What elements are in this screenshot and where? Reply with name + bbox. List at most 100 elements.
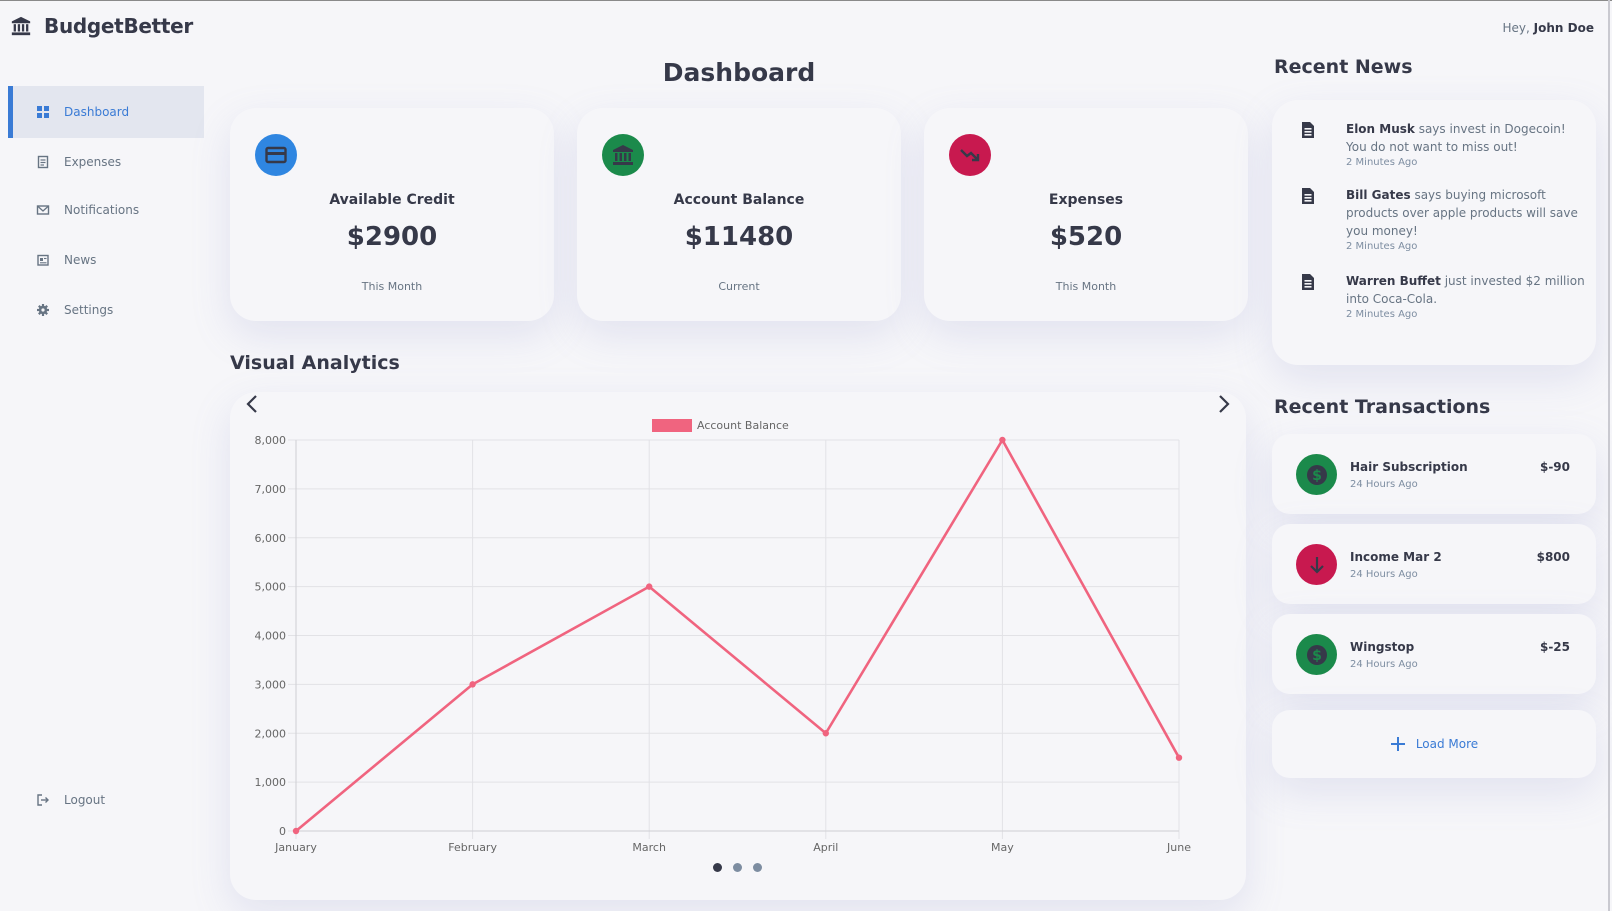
- newspaper-icon: [1302, 188, 1314, 204]
- trending-down-icon: [949, 134, 991, 176]
- bank-icon: [11, 16, 31, 36]
- y-tick-label: 7,000: [255, 483, 287, 496]
- carousel-dot[interactable]: [713, 863, 722, 872]
- chevron-right-icon[interactable]: [1214, 392, 1234, 416]
- analytics-chart-panel: 0 1,000 2,000 3,000 4,000 5,000 6,000 7,000 8,00…: [230, 392, 1246, 900]
- card-subtitle: This Month: [361, 280, 423, 293]
- sidebar: Dashboard Expenses Notifications News: [0, 86, 204, 876]
- carousel-dot[interactable]: [733, 863, 742, 872]
- transaction-amount: $800: [1536, 550, 1570, 564]
- user-greeting[interactable]: Hey, John Doe: [1503, 21, 1594, 35]
- y-tick-label: 3,000: [255, 678, 287, 691]
- card-account-balance[interactable]: Account Balance $11480 Current: [577, 108, 901, 321]
- series-line: [295, 438, 1181, 833]
- data-point: [292, 827, 300, 835]
- news-panel: Elon Musk says invest in Dogecoin! You d…: [1272, 100, 1596, 365]
- transaction-name: Income Mar 2: [1350, 550, 1442, 564]
- plus-icon: [1390, 737, 1405, 751]
- sidebar-item-settings[interactable]: Settings: [8, 284, 204, 336]
- news-author: Elon Musk: [1346, 122, 1415, 136]
- newspaper-icon: [1302, 274, 1314, 290]
- y-tick-label: 1,000: [255, 776, 287, 789]
- news-title: Recent News: [1274, 56, 1413, 78]
- newspaper-icon: [1302, 122, 1314, 138]
- analytics-title: Visual Analytics: [230, 352, 400, 374]
- scrollbar-edge: [1608, 0, 1610, 911]
- sidebar-item-expenses[interactable]: Expenses: [8, 136, 204, 188]
- arrow-down-icon: [1296, 544, 1337, 585]
- transaction-item[interactable]: Income Mar 2 24 Hours Ago $800: [1272, 524, 1596, 604]
- x-tick-label: April: [813, 841, 838, 854]
- news-text: says invest in Dogecoin! You do not want…: [1346, 122, 1566, 154]
- receipt-icon: [37, 155, 49, 169]
- data-point: [646, 583, 653, 590]
- x-tick-label: June: [1166, 841, 1191, 854]
- y-tick-label: 8,000: [255, 434, 287, 447]
- transaction-time: 24 Hours Ago: [1350, 659, 1418, 670]
- x-tick-label: February: [448, 841, 497, 854]
- data-point: [999, 436, 1006, 444]
- sidebar-item-news[interactable]: News: [8, 234, 204, 286]
- transaction-time: 24 Hours Ago: [1350, 569, 1418, 580]
- y-tick-label: 5,000: [255, 581, 287, 594]
- card-label: Available Credit: [329, 192, 455, 208]
- card-available-credit[interactable]: Available Credit $2900 This Month: [230, 108, 554, 321]
- data-point: [822, 730, 829, 737]
- transaction-amount: $-25: [1539, 640, 1570, 654]
- window-top-border: [0, 0, 1612, 1]
- x-tick-label: March: [632, 841, 666, 854]
- dollar-icon: $: [1296, 454, 1337, 495]
- sidebar-item-dashboard[interactable]: Dashboard: [8, 86, 204, 138]
- transaction-item[interactable]: $ Wingstop 24 Hours Ago $-25: [1272, 614, 1596, 694]
- mail-icon: [36, 205, 50, 215]
- gear-icon: [37, 304, 49, 316]
- x-tick-label: May: [991, 841, 1014, 854]
- user-name: John Doe: [1533, 21, 1594, 35]
- sidebar-item-label: Expenses: [64, 155, 122, 169]
- card-subtitle: This Month: [1055, 280, 1117, 293]
- transaction-name: Wingstop: [1350, 640, 1415, 654]
- card-value: $2900: [346, 222, 438, 252]
- load-more-button[interactable]: Load More: [1272, 710, 1596, 778]
- line-chart: 0 1,000 2,000 3,000 4,000 5,000 6,000 7,000 8,00…: [255, 419, 1191, 854]
- card-value: $11480: [684, 222, 794, 252]
- data-point: [1175, 754, 1183, 761]
- logout-icon: [37, 794, 49, 806]
- bank-icon: [602, 134, 644, 176]
- brand[interactable]: BudgetBetter: [10, 14, 193, 38]
- news-time: 2 Minutes Ago: [1346, 309, 1418, 320]
- legend-label: Account Balance: [697, 419, 789, 432]
- sidebar-item-label: Settings: [64, 303, 114, 317]
- svg-text:$: $: [1312, 468, 1322, 484]
- news-item[interactable]: Elon Musk says invest in Dogecoin! You d…: [1298, 120, 1588, 170]
- credit-card-icon: [255, 134, 297, 176]
- carousel-indicators: [713, 863, 762, 872]
- logout-button[interactable]: Logout: [8, 774, 204, 826]
- data-point: [469, 681, 476, 688]
- transaction-item[interactable]: $ Hair Subscription 24 Hours Ago $-90: [1272, 434, 1596, 514]
- news-item[interactable]: Warren Buffet just invested $2 million i…: [1298, 272, 1588, 322]
- y-tick-label: 0: [279, 825, 286, 838]
- news-item[interactable]: Bill Gates says buying microsoft product…: [1298, 186, 1588, 254]
- carousel-dot[interactable]: [753, 863, 762, 872]
- card-expenses[interactable]: Expenses $520 This Month: [924, 108, 1248, 321]
- news-author: Bill Gates: [1346, 188, 1411, 202]
- newspaper-icon: [37, 254, 49, 266]
- load-more-label: Load More: [1415, 737, 1479, 751]
- news-text: just invested $2 million into Coca-Cola.: [1346, 274, 1585, 306]
- sidebar-item-label: Notifications: [64, 203, 140, 217]
- transaction-amount: $-90: [1539, 460, 1570, 474]
- chevron-left-icon[interactable]: [242, 392, 262, 416]
- news-author: Warren Buffet: [1346, 274, 1441, 288]
- svg-text:$: $: [1312, 648, 1322, 664]
- y-tick-label: 6,000: [255, 532, 287, 545]
- greeting-prefix: Hey,: [1502, 21, 1530, 35]
- sidebar-item-notifications[interactable]: Notifications: [8, 184, 204, 236]
- sidebar-item-label: Dashboard: [64, 105, 130, 119]
- news-time: 2 Minutes Ago: [1346, 241, 1418, 252]
- card-subtitle: Current: [718, 280, 760, 293]
- card-label: Expenses: [1048, 192, 1124, 208]
- transaction-time: 24 Hours Ago: [1350, 479, 1418, 490]
- card-value: $520: [1049, 222, 1123, 252]
- transactions-title: Recent Transactions: [1274, 396, 1491, 418]
